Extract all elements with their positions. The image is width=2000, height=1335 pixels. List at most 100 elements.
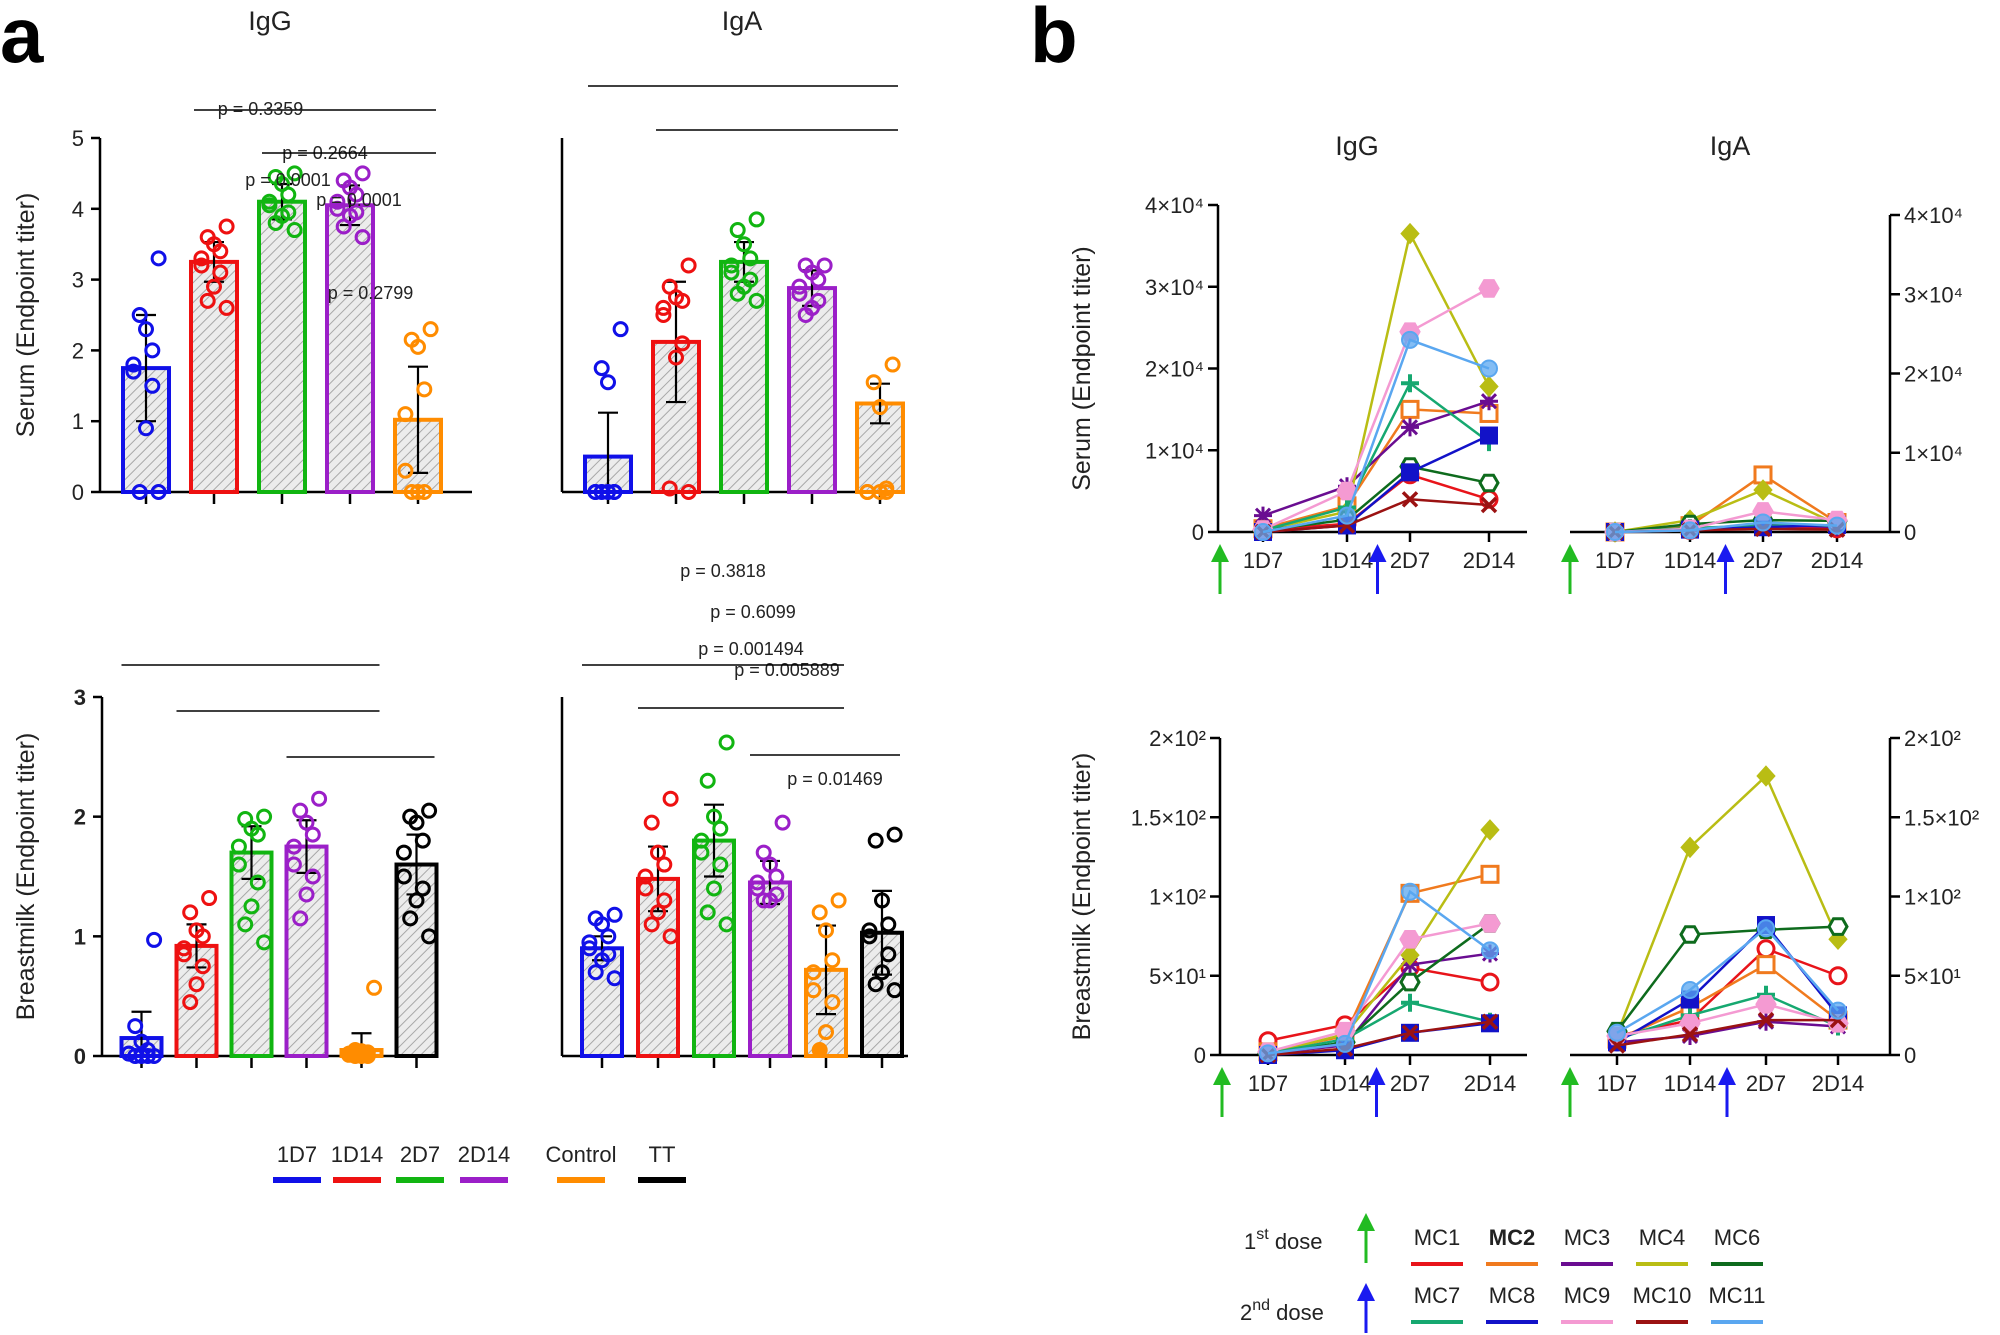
series-line-MC4	[1267, 829, 1492, 1055]
x-tick-label: 1D14	[1664, 548, 1717, 573]
data-point	[182, 904, 199, 921]
marker-diamond	[1480, 819, 1500, 841]
legend-label-1D14: 1D14	[331, 1142, 384, 1167]
data-point	[600, 374, 616, 391]
series-line-MC9	[1262, 287, 1490, 531]
y-axis-label: Breastmilk (Endpoint titer)	[1068, 753, 1096, 1041]
p-value-label: p = 0.001494	[698, 639, 804, 659]
panel-label-b: b	[1030, 0, 1078, 79]
series-MC11	[1254, 330, 1498, 541]
series-line-MC2	[1616, 963, 1839, 1041]
x-tick-label: 2D7	[1746, 1071, 1786, 1096]
marker-hexagon	[1399, 972, 1421, 992]
chart-a-serum-iga: IgA p = 0.6099 p = 0.005889	[560, 6, 905, 680]
data-point	[146, 1048, 163, 1064]
bar-2D7	[257, 199, 307, 494]
data-point	[175, 940, 192, 957]
bar-TT	[394, 862, 439, 1058]
marker-circle	[1480, 359, 1498, 378]
data-point	[712, 820, 729, 837]
data-point	[150, 484, 167, 500]
first-dose-num: 1	[1244, 1229, 1256, 1254]
series-MC11	[1606, 513, 1846, 541]
marker-cross	[1608, 1037, 1626, 1054]
marker-hexagon	[1478, 473, 1500, 493]
marker-hexagon	[1336, 481, 1358, 501]
y-tick-label: 2×10⁴	[1904, 362, 1963, 387]
marker-circle	[1828, 966, 1848, 986]
marker-circle	[1754, 513, 1772, 532]
data-point	[637, 880, 654, 897]
series-line-MC4	[1262, 229, 1491, 532]
data-point	[718, 734, 735, 751]
legend-label-MC9: MC9	[1564, 1283, 1610, 1308]
y-tick-label: 1×10²	[1149, 885, 1206, 910]
chart-b-serum-igg: IgG Serum (Endpoint titer) 0 1×10⁴ 2×10⁴ 3×10…	[1068, 131, 1527, 594]
data-point	[818, 922, 834, 939]
data-point	[138, 321, 154, 338]
data-point	[193, 250, 210, 267]
legend-label-MC11: MC11	[1708, 1283, 1765, 1308]
y-tick-label: 2	[74, 805, 86, 830]
marker-circle	[1608, 1023, 1626, 1042]
legend-label-Control: Control	[546, 1142, 617, 1167]
data-point	[736, 236, 752, 253]
data-point	[880, 946, 897, 963]
data-point	[243, 898, 260, 915]
data-point	[643, 916, 660, 933]
y-tick-label: 1×10²	[1904, 885, 1961, 910]
series-MC4	[1253, 222, 1499, 542]
legend-label-MC4: MC4	[1639, 1225, 1685, 1250]
marker-circle	[1829, 1001, 1847, 1020]
data-point	[774, 814, 791, 831]
data-point	[680, 484, 697, 500]
data-point	[581, 934, 598, 951]
data-point	[699, 772, 716, 789]
bar-2D14	[284, 844, 329, 1058]
series-MC11	[1259, 882, 1499, 1063]
data-point	[212, 243, 229, 260]
series-line-MC9	[1616, 1002, 1839, 1038]
data-point	[292, 910, 309, 927]
data-point	[230, 838, 247, 855]
marker-hexagon	[1827, 917, 1849, 936]
y-tick-label: 2×10²	[1149, 726, 1206, 751]
y-tick-label: 3	[74, 685, 86, 710]
data-point	[193, 257, 210, 274]
data-point	[348, 186, 365, 203]
marker-cross	[1481, 1013, 1499, 1030]
y-tick-label: 0	[72, 480, 84, 505]
data-point	[797, 307, 814, 323]
bar-1D7	[580, 946, 624, 1058]
legend-label-MC6: MC6	[1714, 1225, 1760, 1250]
x-tick-label: 1D14	[1321, 548, 1374, 573]
x-tick-label: 2D7	[1743, 548, 1783, 573]
marker-circle	[1259, 1044, 1277, 1063]
series-line-MC11	[1616, 926, 1839, 1034]
legend-label-MC3: MC3	[1564, 1225, 1610, 1250]
legend-panel-a: 1D7 1D14 2D7 2D14 Control TT	[273, 1142, 686, 1183]
marker-star	[1480, 392, 1498, 411]
marker-circle	[1336, 1034, 1354, 1053]
series-MC10	[1608, 1011, 1847, 1054]
marker-circle	[1681, 981, 1699, 1000]
data-point	[304, 826, 321, 843]
series-line-MC2	[1262, 408, 1490, 530]
legend-first-dose-arrow-head	[1357, 1213, 1375, 1231]
data-point	[874, 892, 890, 909]
data-point	[422, 321, 439, 338]
data-point	[748, 211, 765, 228]
second-dose-text: dose	[1270, 1300, 1324, 1325]
data-point	[414, 832, 431, 849]
data-point	[194, 928, 211, 945]
x-tick-label: 2D14	[1464, 1071, 1517, 1096]
x-tick-label: 2D7	[1390, 1071, 1430, 1096]
data-point	[144, 377, 161, 394]
data-point	[280, 186, 297, 203]
marker-square	[1756, 955, 1776, 975]
marker-plus	[1401, 993, 1419, 1012]
p-value-label: p = 0.005889	[734, 660, 840, 680]
data-point	[655, 307, 672, 323]
series-line-MC10	[1616, 1018, 1838, 1047]
